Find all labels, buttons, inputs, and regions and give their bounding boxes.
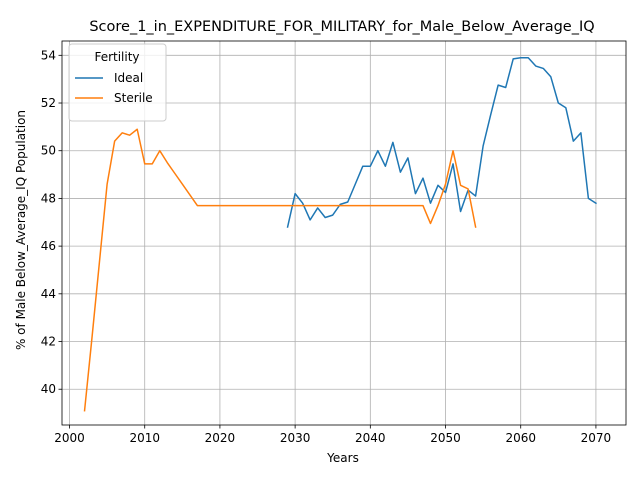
y-tick-label: 46 — [41, 239, 56, 253]
x-axis-label: Years — [326, 451, 359, 465]
y-tick-label: 40 — [41, 382, 56, 396]
axis-ticks: 2000 2010 2020 2030 2040 2050 2060 2070 40 42 44 46… — [41, 48, 611, 445]
plot-area-frame — [61, 40, 627, 426]
series-line-sterile — [83, 128, 477, 412]
series-lines — [83, 56, 597, 412]
x-tick-label: 2010 — [129, 431, 160, 445]
y-tick-label: 48 — [41, 191, 56, 205]
x-tick-label: 2070 — [581, 431, 612, 445]
y-tick-label: 42 — [41, 335, 56, 349]
x-tick-label: 2040 — [355, 431, 386, 445]
x-tick-label: 2050 — [430, 431, 461, 445]
legend-title: Fertility — [94, 50, 139, 64]
grid — [62, 41, 626, 425]
legend-box — [68, 43, 167, 122]
y-tick-label: 54 — [41, 48, 56, 62]
x-tick-label: 2060 — [505, 431, 536, 445]
x-tick-label: 2000 — [54, 431, 85, 445]
legend-label-sterile: Sterile — [114, 91, 153, 105]
chart-title: Score_1_in_EXPENDITURE_FOR_MILITARY_for_… — [89, 19, 594, 35]
y-tick-label: 50 — [41, 144, 56, 158]
legend: Fertility Ideal Sterile — [68, 43, 167, 122]
y-axis-label: % of Male Below_Average_IQ Population — [14, 110, 28, 350]
legend-label-ideal: Ideal — [114, 71, 143, 85]
x-tick-label: 2030 — [280, 431, 311, 445]
y-tick-label: 52 — [41, 96, 56, 110]
x-tick-label: 2020 — [205, 431, 236, 445]
y-tick-label: 44 — [41, 287, 56, 301]
